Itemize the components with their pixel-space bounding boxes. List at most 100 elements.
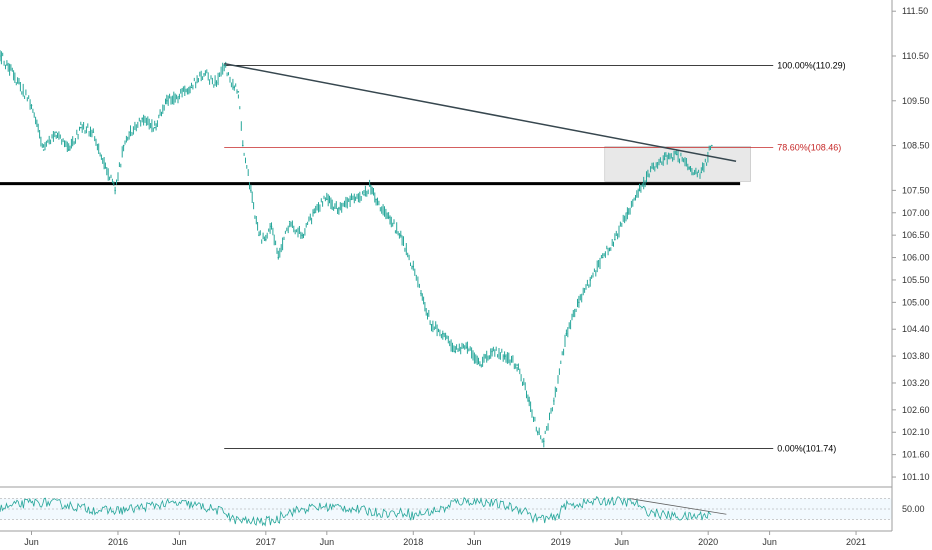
price-axis: 101.10 101.60 102.10 102.60 103.20 103.80 104.… bbox=[892, 6, 930, 482]
y-tick-label: 108.50 bbox=[902, 141, 930, 151]
price-point bbox=[491, 350, 493, 353]
price-point bbox=[363, 194, 365, 196]
price-point bbox=[688, 167, 690, 169]
price-point bbox=[387, 216, 390, 219]
price-point bbox=[250, 189, 252, 192]
price-point bbox=[67, 149, 70, 151]
x-tick-label: 2017 bbox=[256, 537, 276, 547]
price-bars bbox=[0, 50, 711, 448]
y-tick-label: 103.20 bbox=[902, 378, 930, 388]
price-point bbox=[104, 167, 107, 169]
y-tick-label: 107.50 bbox=[902, 185, 930, 195]
price-point bbox=[638, 189, 641, 192]
y-tick-label: 111.50 bbox=[902, 6, 928, 16]
time-axis: Jun 2016 Jun 2017 Jun 2018 Jun 2019 Jun 2020 Jun 20… bbox=[24, 531, 866, 547]
price-series bbox=[0, 50, 713, 448]
price-point bbox=[700, 171, 703, 174]
rsi-line bbox=[0, 496, 712, 527]
price-point bbox=[675, 153, 678, 156]
price-point bbox=[399, 234, 402, 236]
price-point bbox=[233, 86, 236, 89]
y-tick-label: 101.10 bbox=[902, 472, 930, 482]
price-point bbox=[0, 55, 1, 57]
x-tick-label: 2019 bbox=[551, 537, 571, 547]
fibonacci-levels: 100.00%(110.29) 78.60%(108.46) 0.00%(101.7… bbox=[224, 60, 846, 453]
price-point bbox=[114, 189, 116, 192]
price-point bbox=[178, 95, 181, 98]
y-tick-label: 106.00 bbox=[902, 253, 930, 263]
x-tick-label: 2018 bbox=[403, 537, 423, 547]
x-tick-label: 2016 bbox=[108, 537, 128, 547]
y-tick-label: 105.00 bbox=[902, 297, 930, 307]
y-tick-label: 104.40 bbox=[902, 324, 930, 334]
x-tick-label: Jun bbox=[614, 537, 629, 547]
price-point bbox=[270, 225, 273, 228]
price-point bbox=[350, 198, 353, 201]
price-point bbox=[430, 323, 433, 326]
price-point bbox=[203, 73, 205, 75]
price-point bbox=[313, 211, 316, 214]
price-point bbox=[79, 126, 82, 129]
price-point bbox=[412, 265, 415, 268]
fib-level-label: 78.60%(108.46) bbox=[777, 142, 841, 152]
price-point bbox=[528, 400, 531, 402]
x-tick-label: Jun bbox=[467, 537, 482, 547]
price-point bbox=[711, 144, 713, 147]
price-point bbox=[277, 256, 280, 259]
price-point bbox=[141, 117, 144, 120]
x-tick-label: Jun bbox=[172, 537, 187, 547]
price-point bbox=[375, 198, 377, 201]
price-point bbox=[92, 131, 95, 133]
price-point bbox=[241, 144, 244, 147]
price-point bbox=[663, 158, 666, 160]
price-point bbox=[153, 126, 156, 129]
rsi-pane: 50.00 bbox=[0, 496, 925, 527]
x-tick-label: 2020 bbox=[698, 537, 718, 547]
price-point bbox=[420, 292, 422, 295]
price-point bbox=[589, 279, 592, 281]
price-point bbox=[516, 364, 518, 366]
price-point bbox=[536, 431, 539, 434]
fib-level-label: 100.00%(110.29) bbox=[777, 60, 845, 70]
price-point bbox=[601, 256, 604, 259]
price-point bbox=[368, 185, 371, 187]
rsi-trend-line bbox=[629, 498, 727, 515]
trend-line bbox=[224, 62, 737, 162]
price-point bbox=[614, 238, 616, 241]
price-point bbox=[30, 104, 33, 107]
x-tick-label: Jun bbox=[762, 537, 777, 547]
rsi-tick-label: 50.00 bbox=[902, 504, 925, 514]
price-point bbox=[338, 207, 340, 210]
price-point bbox=[42, 149, 45, 151]
price-point bbox=[503, 355, 506, 357]
price-point bbox=[215, 82, 218, 84]
price-point bbox=[129, 131, 132, 133]
price-point bbox=[553, 400, 555, 402]
price-point bbox=[301, 234, 303, 236]
price-point bbox=[223, 64, 226, 66]
price-point bbox=[626, 211, 629, 214]
y-tick-label: 109.50 bbox=[902, 96, 930, 106]
price-point bbox=[122, 144, 125, 147]
price-point bbox=[565, 332, 568, 335]
y-tick-label: 103.80 bbox=[902, 351, 930, 361]
y-tick-label: 102.10 bbox=[902, 427, 930, 437]
price-point bbox=[190, 86, 193, 89]
y-tick-label: 105.50 bbox=[902, 275, 930, 285]
price-point bbox=[542, 440, 545, 443]
price-point bbox=[326, 198, 328, 201]
price-point bbox=[166, 99, 168, 102]
x-tick-label: 2021 bbox=[846, 537, 866, 547]
y-tick-label: 107.00 bbox=[902, 208, 930, 218]
price-point bbox=[454, 350, 457, 353]
price-point bbox=[55, 131, 57, 133]
price-point bbox=[578, 301, 580, 304]
price-point bbox=[18, 82, 20, 84]
price-point bbox=[466, 346, 469, 348]
y-tick-label: 102.60 bbox=[902, 405, 930, 415]
fib-level-label: 0.00%(101.74) bbox=[777, 443, 836, 453]
price-point bbox=[237, 91, 240, 93]
price-point bbox=[265, 238, 267, 241]
x-tick-label: Jun bbox=[24, 537, 39, 547]
